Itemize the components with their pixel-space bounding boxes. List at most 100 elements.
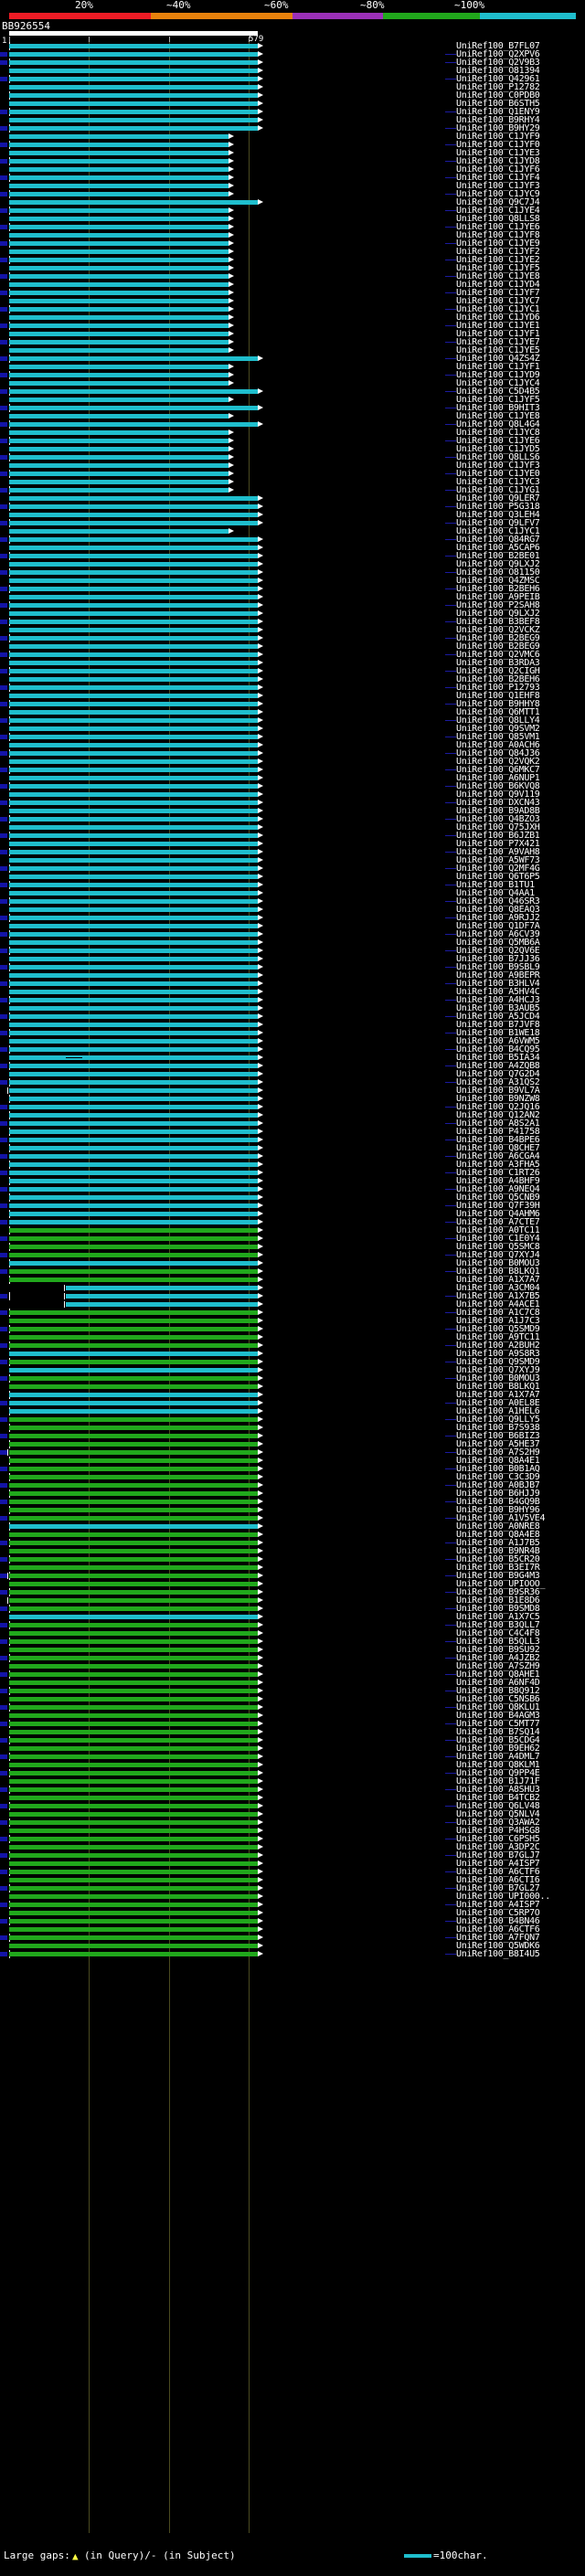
hsp-bar[interactable] — [9, 356, 258, 361]
hit-id-label[interactable]: UniRef100_B9HHY8 — [456, 699, 540, 709]
hit-id-label[interactable]: UniRef100_B2BEH6 — [456, 584, 540, 594]
hit-id-label[interactable]: UniRef100_B2BEH6 — [456, 674, 540, 684]
hsp-bar[interactable] — [9, 1508, 258, 1512]
hit-id-label[interactable]: UniRef100_A0EL8E — [456, 1398, 540, 1408]
hit-id-label[interactable]: UniRef100_Q8L4G4 — [456, 419, 540, 429]
hsp-bar[interactable] — [9, 472, 229, 476]
hsp-bar[interactable] — [9, 455, 229, 460]
hsp-bar[interactable] — [9, 496, 258, 501]
hsp-bar[interactable] — [9, 883, 258, 887]
hit-id-label[interactable]: UniRef100_A4JZB2 — [456, 1653, 540, 1663]
hit-id-label[interactable]: UniRef100_Q84RG7 — [456, 535, 540, 545]
hit-row[interactable]: UniRef100_A5HV4C — [0, 987, 585, 997]
hsp-bar[interactable] — [9, 1236, 258, 1241]
hsp-bar[interactable] — [9, 1203, 258, 1208]
hit-row[interactable]: UniRef100_Q8LLS8 — [0, 214, 585, 224]
hsp-bar[interactable] — [9, 1500, 258, 1504]
hit-id-label[interactable]: UniRef100_Q7XYJ4 — [456, 1250, 540, 1260]
hit-row[interactable]: UniRef100_UPI000.. — [0, 1892, 585, 1902]
hsp-bar[interactable] — [9, 694, 258, 698]
hit-row[interactable]: UniRef100_C1JYC1 — [0, 304, 585, 314]
hsp-bar[interactable] — [9, 323, 229, 328]
hit-id-label[interactable]: UniRef100_C1JYE7 — [456, 337, 540, 347]
hit-id-label[interactable]: UniRef100_C1JYF2 — [456, 247, 540, 257]
hit-id-label[interactable]: UniRef100_Q8LLS6 — [456, 452, 540, 462]
hit-row[interactable]: UniRef100_A7CTE7 — [0, 1217, 585, 1227]
hit-id-label[interactable]: UniRef100_B8LKQ1 — [456, 1382, 540, 1392]
hit-id-label[interactable]: UniRef100_Q9C7J4 — [456, 197, 540, 207]
hit-id-label[interactable]: UniRef100_Q5SMC8 — [456, 1242, 540, 1252]
hit-row[interactable]: UniRef100_Q46SR3 — [0, 896, 585, 906]
hit-id-label[interactable]: UniRef100_C1JYC9 — [456, 189, 540, 199]
hsp-bar[interactable] — [9, 1878, 258, 1882]
hit-row[interactable]: UniRef100_C1JYF6 — [0, 164, 585, 175]
hsp-bar[interactable] — [9, 726, 258, 731]
hit-id-label[interactable]: UniRef100_A6CTF6 — [456, 1867, 540, 1877]
hit-id-label[interactable]: UniRef100_Q8LLS8 — [456, 214, 540, 224]
hit-id-label[interactable]: UniRef100_A1X7A7 — [456, 1390, 540, 1400]
hit-id-label[interactable]: UniRef100_Q6LV48 — [456, 1801, 540, 1811]
hit-row[interactable]: UniRef100_Q2CIGH — [0, 666, 585, 676]
hsp-bar[interactable] — [9, 480, 229, 484]
hit-id-label[interactable]: UniRef100_Q8EAQ3 — [456, 905, 540, 915]
hit-row[interactable]: UniRef100_Q8CHE7 — [0, 1143, 585, 1153]
hsp-bar[interactable] — [9, 217, 229, 221]
hsp-bar[interactable] — [9, 710, 258, 715]
hit-id-label[interactable]: UniRef100_B8LKQ1 — [456, 1267, 540, 1277]
hit-row[interactable]: UniRef100_B4BN46 — [0, 1916, 585, 1926]
hit-row[interactable]: UniRef100_Q2MF4G — [0, 864, 585, 874]
hit-row[interactable]: UniRef100_Q3LEH4 — [0, 510, 585, 520]
hit-id-label[interactable]: UniRef100_C1JYF1 — [456, 329, 540, 339]
hit-row[interactable]: UniRef100_C3C3D9 — [0, 1472, 585, 1482]
hsp-bar[interactable] — [9, 562, 258, 567]
hit-id-label[interactable]: UniRef100_B3QLL7 — [456, 1620, 540, 1630]
hit-row[interactable]: UniRef100_Q2VMC6 — [0, 650, 585, 660]
hit-row[interactable]: UniRef100_A6CGA4 — [0, 1151, 585, 1161]
hit-row[interactable]: UniRef100_B5IA34 — [0, 1053, 585, 1063]
hit-id-label[interactable]: UniRef100_C1JYE1 — [456, 321, 540, 331]
hit-id-label[interactable]: UniRef100_UPI000.. — [456, 1892, 550, 1902]
hsp-bar[interactable] — [9, 1171, 258, 1175]
hsp-bar[interactable] — [9, 1582, 258, 1586]
hit-id-label[interactable]: UniRef100_A4ISP7 — [456, 1900, 540, 1910]
hit-id-label[interactable]: UniRef100_B9NZW8 — [456, 1094, 540, 1104]
hsp-bar[interactable] — [9, 1146, 258, 1150]
hsp-bar[interactable] — [9, 1639, 258, 1644]
hit-row[interactable]: UniRef100_C1JYE8 — [0, 411, 585, 421]
hit-id-label[interactable]: UniRef100_C1JYF4 — [456, 173, 540, 183]
hit-row[interactable]: UniRef100_Q4ZS4Z — [0, 354, 585, 364]
hsp-bar[interactable] — [9, 110, 258, 114]
hsp-bar[interactable] — [9, 430, 229, 435]
hit-row[interactable]: UniRef100_A6CTF6 — [0, 1924, 585, 1935]
hsp-bar[interactable] — [9, 1212, 258, 1216]
hit-id-label[interactable]: UniRef100_A7SZH9 — [456, 1661, 540, 1671]
hit-row[interactable]: UniRef100_Q8KLM1 — [0, 1760, 585, 1770]
hit-id-label[interactable]: UniRef100_A0ACH6 — [456, 740, 540, 750]
hit-id-label[interactable]: UniRef100_B0B1AQ — [456, 1464, 540, 1474]
hsp-bar[interactable] — [9, 537, 258, 542]
hsp-bar[interactable] — [9, 981, 258, 986]
hsp-bar[interactable] — [9, 1064, 258, 1068]
hit-row[interactable]: UniRef100_A5JCD4 — [0, 1012, 585, 1022]
hit-row[interactable]: UniRef100_B9AD8B — [0, 806, 585, 816]
hsp-bar[interactable] — [9, 1343, 258, 1348]
hit-row[interactable]: UniRef100_Q1DF7A — [0, 921, 585, 931]
hit-row[interactable]: UniRef100_B7GL27 — [0, 1883, 585, 1893]
hit-id-label[interactable]: UniRef100_P12782 — [456, 82, 540, 92]
hit-row[interactable]: UniRef100_C5RP7O — [0, 1908, 585, 1918]
hit-row[interactable]: UniRef100_A1X7A7 — [0, 1275, 585, 1285]
hit-row[interactable]: UniRef100_Q8A4E8 — [0, 1530, 585, 1540]
hit-id-label[interactable]: UniRef100_Q1ENY9 — [456, 107, 540, 117]
hit-row[interactable]: UniRef100_B2BEG9 — [0, 641, 585, 652]
hit-row[interactable]: UniRef100_B4BPE6 — [0, 1135, 585, 1145]
hsp-bar[interactable] — [9, 340, 229, 345]
hsp-bar[interactable] — [9, 1853, 258, 1858]
hit-id-label[interactable]: UniRef100_Q9LXJ2 — [456, 609, 540, 619]
hsp-bar[interactable] — [9, 1154, 258, 1159]
hsp-bar[interactable] — [9, 1162, 258, 1167]
hsp-bar[interactable] — [9, 1903, 258, 1907]
hsp-bar[interactable] — [66, 1286, 258, 1290]
hsp-bar[interactable] — [9, 282, 229, 287]
hit-id-label[interactable]: UniRef100_A7FQN7 — [456, 1933, 540, 1943]
hsp-bar[interactable] — [9, 891, 258, 896]
